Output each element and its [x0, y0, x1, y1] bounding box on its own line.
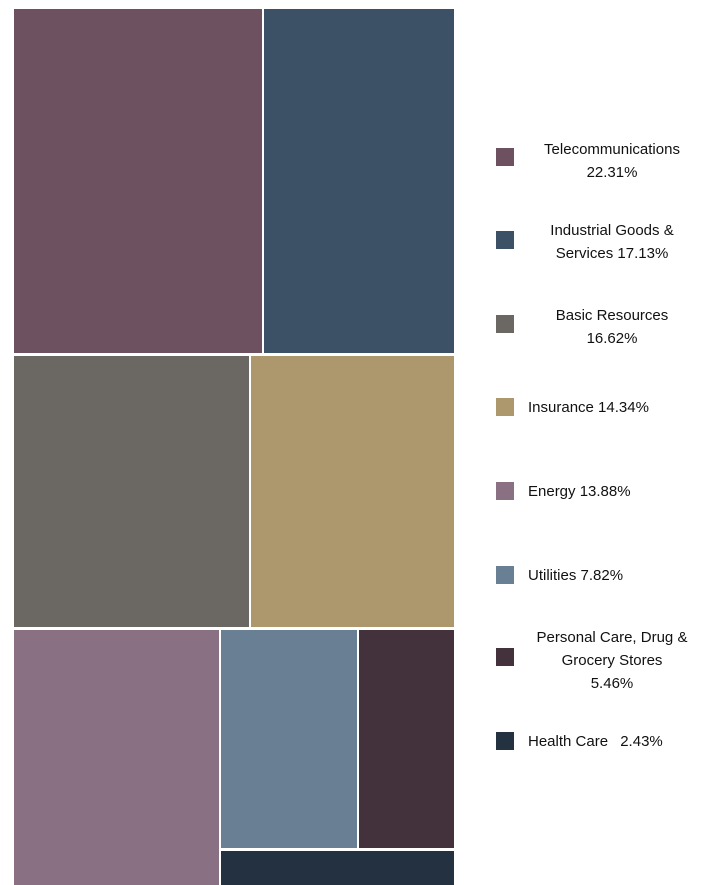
legend-value: 14.34% [598, 399, 649, 416]
legend-label: Energy 13.88% [528, 480, 696, 503]
legend-swatch [496, 648, 514, 666]
legend-series-name: Energy [528, 483, 576, 500]
legend-value: 7.82% [580, 567, 624, 584]
legend-label: Industrial Goods & Services 17.13% [528, 219, 696, 265]
tile-utilities [221, 630, 357, 848]
legend-series-name: Personal Care, Drug & Grocery Stores [536, 629, 688, 669]
legend-value: 2.43% [620, 733, 663, 750]
tile-telecommunications [14, 9, 262, 353]
legend-label: Insurance 14.34% [528, 396, 696, 419]
legend-label: Personal Care, Drug & Grocery Stores 5.4… [528, 626, 696, 695]
legend-series-name: Telecommunications [544, 141, 680, 158]
legend-label: Basic Resources 16.62% [528, 304, 696, 350]
legend-value: 13.88% [579, 483, 631, 500]
legend-series-name: Insurance [528, 399, 594, 416]
legend-value: 16.62% [586, 330, 638, 347]
legend-swatch [496, 566, 514, 584]
legend-swatch [496, 231, 514, 249]
legend-swatch [496, 482, 514, 500]
legend-series-name: Health Care [528, 733, 609, 750]
tile-industrial-goods-services [264, 9, 454, 353]
legend-label: Health Care 2.43% [528, 730, 696, 753]
legend-label: Utilities 7.82% [528, 564, 696, 587]
legend-swatch [496, 732, 514, 750]
tile-health-care [221, 851, 454, 885]
legend-series-name: Industrial Goods & Services [550, 222, 674, 262]
tile-personal-care-drug-grocery [359, 630, 454, 848]
legend-series-name: Utilities [528, 567, 577, 584]
legend-value: 5.46% [590, 675, 634, 692]
legend-value: 22.31% [586, 164, 638, 181]
tile-energy [14, 630, 219, 885]
legend-label: Telecommunications 22.31% [528, 138, 696, 184]
legend-swatch [496, 148, 514, 166]
tile-insurance [251, 356, 454, 627]
legend-swatch [496, 315, 514, 333]
legend-value: 17.13% [617, 245, 669, 262]
legend-swatch [496, 398, 514, 416]
tile-basic-resources [14, 356, 249, 627]
legend-series-name: Basic Resources [555, 307, 669, 324]
